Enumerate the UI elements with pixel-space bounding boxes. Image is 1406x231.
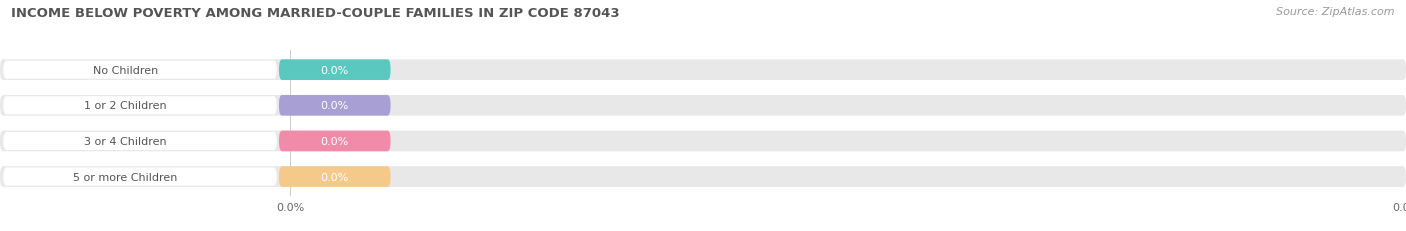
- Text: 1 or 2 Children: 1 or 2 Children: [84, 101, 167, 111]
- FancyBboxPatch shape: [0, 131, 1406, 152]
- Text: 5 or more Children: 5 or more Children: [73, 172, 177, 182]
- FancyBboxPatch shape: [0, 167, 1406, 187]
- FancyBboxPatch shape: [278, 167, 391, 187]
- Text: 0.0%: 0.0%: [321, 172, 349, 182]
- FancyBboxPatch shape: [0, 60, 1406, 81]
- Text: Source: ZipAtlas.com: Source: ZipAtlas.com: [1277, 7, 1395, 17]
- Text: 0.0%: 0.0%: [321, 101, 349, 111]
- Text: 0.0%: 0.0%: [321, 136, 349, 146]
- Text: 0.0%: 0.0%: [321, 65, 349, 75]
- Text: INCOME BELOW POVERTY AMONG MARRIED-COUPLE FAMILIES IN ZIP CODE 87043: INCOME BELOW POVERTY AMONG MARRIED-COUPL…: [11, 7, 620, 20]
- FancyBboxPatch shape: [278, 96, 391, 116]
- FancyBboxPatch shape: [278, 60, 391, 81]
- Text: 3 or 4 Children: 3 or 4 Children: [84, 136, 167, 146]
- FancyBboxPatch shape: [3, 97, 277, 115]
- FancyBboxPatch shape: [3, 132, 277, 150]
- FancyBboxPatch shape: [278, 131, 391, 152]
- FancyBboxPatch shape: [3, 168, 277, 186]
- Text: No Children: No Children: [93, 65, 157, 75]
- FancyBboxPatch shape: [0, 96, 1406, 116]
- FancyBboxPatch shape: [3, 61, 277, 79]
